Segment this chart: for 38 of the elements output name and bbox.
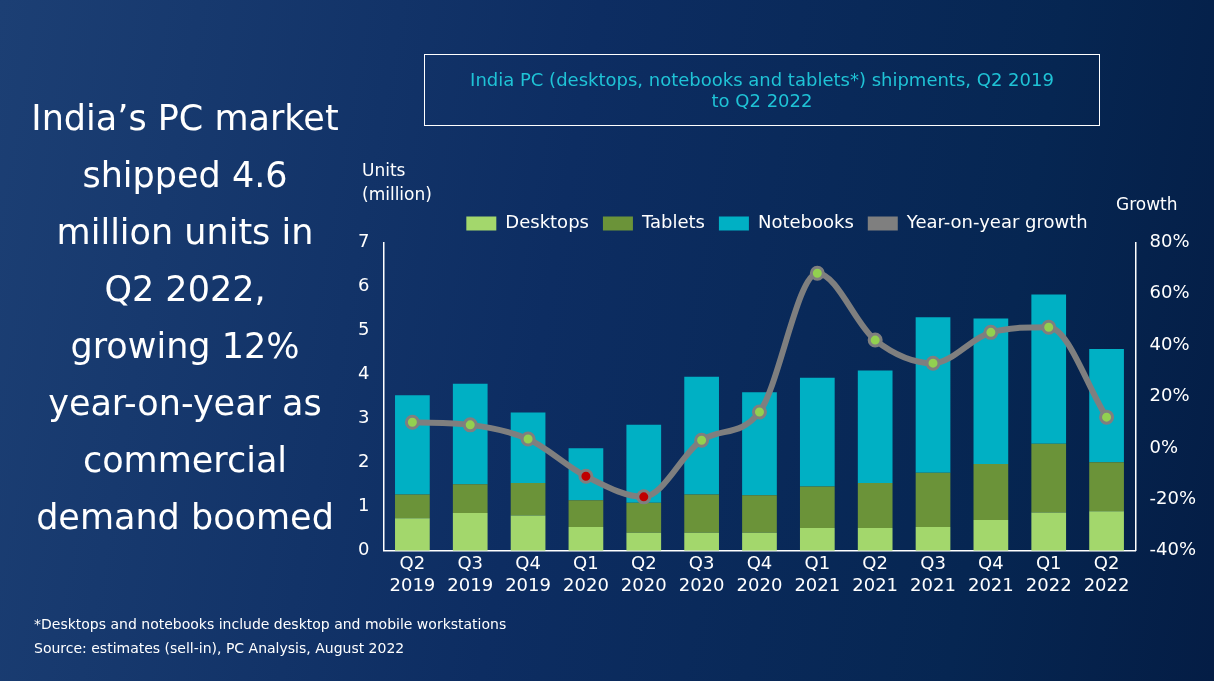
- x-tick-label: Q4 2020: [736, 552, 783, 595]
- legend-label: Notebooks: [757, 211, 854, 233]
- legend-label: Desktops: [505, 211, 589, 233]
- x-tick-label: Q4 2019: [505, 552, 551, 595]
- x-tick-label: Q2 2020: [620, 552, 667, 595]
- y-tick-label: 2: [358, 450, 370, 472]
- x-tick-label: Q1 2022: [1025, 552, 1072, 595]
- y-axis-title: Units (million): [362, 159, 433, 206]
- text: *Desktops and notebooks include desktop and mobile workstations: [34, 616, 507, 632]
- y2-tick-label: -20%: [1149, 487, 1197, 509]
- y2-tick-label: 80%: [1149, 230, 1190, 252]
- y2-tick-label: 40%: [1149, 332, 1190, 354]
- x-tick-label: Q2 2022: [1083, 552, 1130, 595]
- legend-label: Year-on-year growth: [905, 211, 1088, 233]
- y-tick-label: 1: [358, 494, 370, 516]
- x-tick-label: Q3 2020: [678, 552, 725, 595]
- y2-tick-label: 0%: [1149, 435, 1179, 457]
- y2-tick-label: 20%: [1149, 384, 1190, 406]
- x-tick-label: Q2 2021: [852, 552, 899, 595]
- y-tick-label: 4: [358, 362, 370, 384]
- x-tick-label: Q3 2019: [447, 552, 494, 595]
- y-tick-label: 5: [358, 318, 370, 340]
- y-tick-label: 3: [358, 406, 370, 428]
- x-tick-label: Q1 2020: [563, 552, 609, 595]
- y-tick-label: 7: [358, 230, 370, 252]
- y2-tick-label: -40%: [1149, 538, 1197, 560]
- y2-axis-title: Growth: [1116, 193, 1178, 216]
- legend-label: Tablets: [640, 211, 705, 233]
- x-tick-label: Q1 2021: [794, 552, 841, 595]
- x-tick-label: Q4 2021: [967, 552, 1014, 595]
- y-tick-label: 6: [358, 274, 370, 296]
- y-tick-label: 0: [358, 538, 370, 560]
- text: India’s PC market shipped 4.6 million units in Q2 2022, growing 12% year-on-year as commercial demand boomed: [30, 97, 340, 539]
- chart-title: India PC (desktops, notebooks and tablets*) shipments, Q2 2019 to Q2 2022: [424, 54, 1100, 126]
- x-tick-label: Q3 2021: [910, 552, 956, 595]
- y2-tick-label: 60%: [1149, 281, 1190, 303]
- x-tick-label: Q2 2019: [389, 552, 436, 595]
- source-note: Source: estimates (sell-in), PC Analysis, August 2022: [34, 640, 405, 656]
